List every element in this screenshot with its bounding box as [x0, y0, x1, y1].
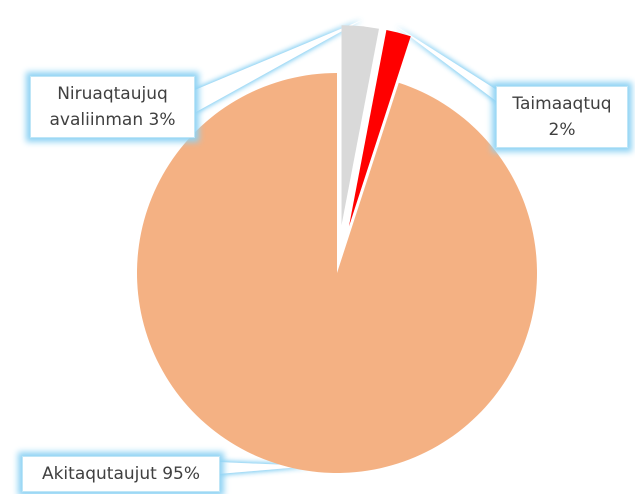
leader-lines	[190, 20, 500, 474]
pie-slice	[348, 30, 411, 227]
leader-line	[190, 20, 362, 112]
pie-slice	[137, 73, 538, 474]
label-name: Akitaqutaujut	[41, 464, 157, 484]
leader-line	[396, 26, 500, 104]
pie-slice	[341, 25, 379, 226]
label-name: Niruaqtaujuq avaliinman	[49, 84, 168, 130]
label-value: 2%	[548, 120, 576, 140]
data-label: Akitaqutaujut 95%	[22, 456, 220, 492]
label-name: Taimaaqtuq	[512, 94, 612, 114]
label-value: 95%	[162, 464, 201, 484]
label-value: 3%	[148, 110, 176, 130]
data-label: Niruaqtaujuq avaliinman 3%	[30, 76, 195, 138]
data-label: Taimaaqtuq 2%	[496, 86, 628, 148]
